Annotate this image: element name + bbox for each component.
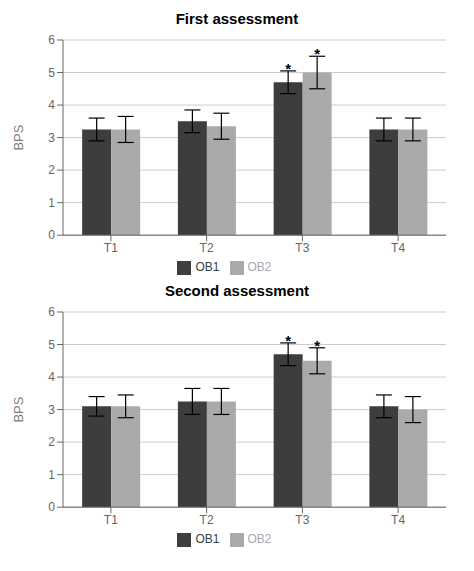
svg-text:T3: T3 bbox=[295, 241, 309, 255]
svg-text:T2: T2 bbox=[200, 241, 214, 255]
html-text:OB2: OB2 bbox=[247, 260, 272, 275]
svg-text:2: 2 bbox=[48, 435, 55, 449]
svg-text:*: * bbox=[285, 60, 291, 77]
html-text:OB2: OB2 bbox=[247, 532, 272, 547]
svg-text:0: 0 bbox=[48, 500, 55, 514]
svg-text:*: * bbox=[314, 45, 320, 62]
html-text:First assessment: First assessment bbox=[175, 10, 299, 27]
svg-text:T4: T4 bbox=[391, 241, 405, 255]
svg-text:*: * bbox=[314, 337, 320, 354]
html-text:OB1: OB1 bbox=[195, 532, 220, 547]
svg-text:T1: T1 bbox=[104, 241, 118, 255]
svg-text:T2: T2 bbox=[200, 513, 214, 527]
svg-text:4: 4 bbox=[48, 98, 55, 112]
svg-text:6: 6 bbox=[48, 305, 55, 319]
svg-text:4: 4 bbox=[48, 370, 55, 384]
svg-text:3: 3 bbox=[48, 131, 55, 145]
svg-text:T4: T4 bbox=[391, 513, 405, 527]
html-text:Second assessment: Second assessment bbox=[164, 282, 310, 299]
svg-text:2: 2 bbox=[48, 163, 55, 177]
svg-text:3: 3 bbox=[48, 403, 55, 417]
svg-text:T1: T1 bbox=[104, 513, 118, 527]
svg-text:BPS: BPS bbox=[11, 396, 26, 422]
svg-text:5: 5 bbox=[48, 338, 55, 352]
svg-text:*: * bbox=[285, 332, 291, 349]
svg-text:BPS: BPS bbox=[11, 124, 26, 150]
svg-text:T3: T3 bbox=[295, 513, 309, 527]
svg-text:6: 6 bbox=[48, 33, 55, 47]
svg-text:5: 5 bbox=[48, 66, 55, 80]
svg-text:0: 0 bbox=[48, 228, 55, 242]
svg-text:1: 1 bbox=[48, 468, 55, 482]
svg-text:1: 1 bbox=[48, 196, 55, 210]
html-text:OB1: OB1 bbox=[195, 260, 220, 275]
